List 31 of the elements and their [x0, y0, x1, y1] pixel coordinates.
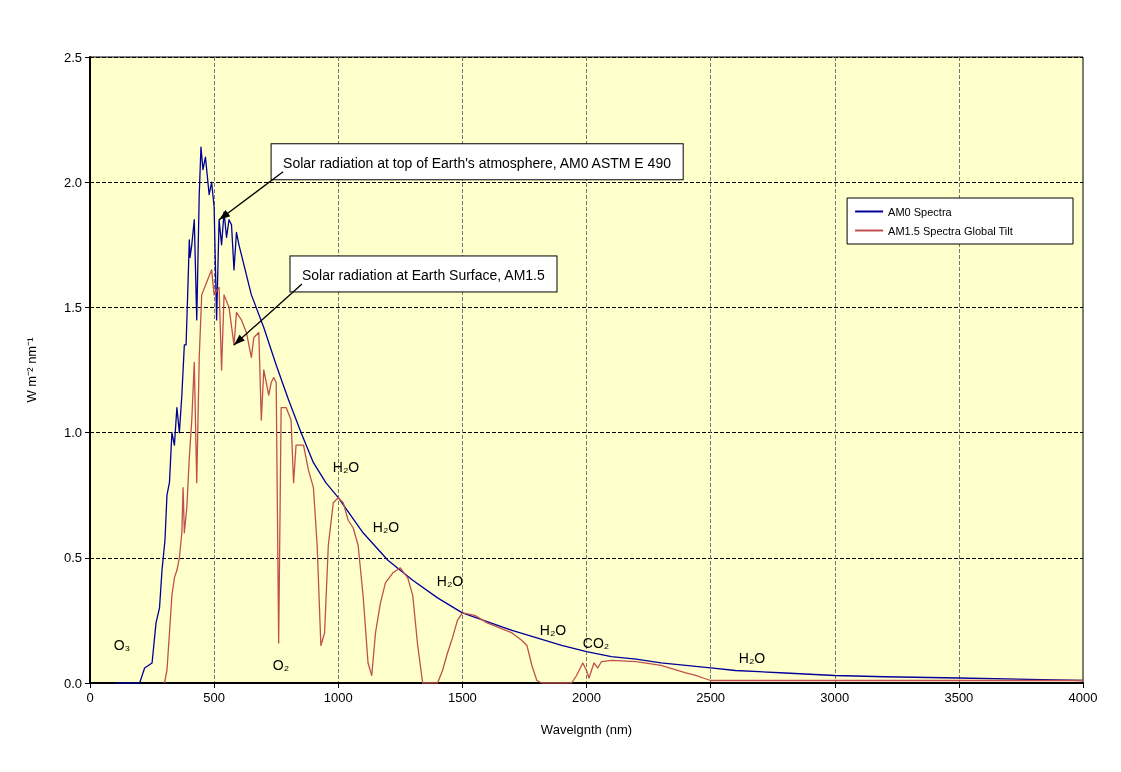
x-axis-title: Wavelgnth (nm)	[540, 722, 633, 737]
x-tick-label: 3000	[820, 690, 850, 705]
annotation: H₂O	[738, 650, 766, 666]
annotation: H₂O	[436, 573, 464, 589]
x-tick-label: 4000	[1068, 690, 1098, 705]
y-tick-label: 0.5	[63, 550, 82, 566]
x-tick-label: 1000	[323, 690, 353, 705]
y-tick-label: 2.5	[63, 49, 82, 65]
x-tick-label: 1500	[447, 690, 477, 705]
legend-label: AM1.5 Spectra Global Tilt	[888, 224, 1013, 237]
x-tick-label: 2500	[696, 690, 726, 705]
y-tick-label: 1.0	[63, 425, 82, 441]
annotation: Solar radiation at Earth Surface, AM1.5	[301, 266, 545, 283]
x-tick-label: 2000	[572, 690, 601, 705]
callout: Solar radiation at Earth Surface, AM1.5	[233, 255, 558, 346]
x-tick-label: 3500	[944, 690, 974, 705]
annotation: H₂O	[539, 622, 567, 638]
annotation: O₃	[113, 637, 131, 653]
legend-label: AM0 Spectra	[888, 205, 953, 218]
annotation: H₂O	[332, 459, 360, 475]
annotation: H₂O	[372, 519, 400, 535]
annotation: Solar radiation at top of Earth's atmosphere, AM0 ASTM E 490	[283, 154, 672, 171]
y-tick-label: 0.0	[63, 675, 82, 691]
y-tick-label: 1.5	[63, 299, 82, 315]
line-series	[163, 269, 1084, 684]
y-axis-title: W m⁻² nm⁻¹	[24, 336, 39, 403]
y-tick-label: 2.0	[63, 174, 82, 190]
annotation: CO₂	[582, 635, 610, 651]
x-tick-label: 500	[203, 690, 225, 705]
x-tick-label: 0	[86, 690, 94, 705]
annotation: O₂	[272, 657, 290, 673]
